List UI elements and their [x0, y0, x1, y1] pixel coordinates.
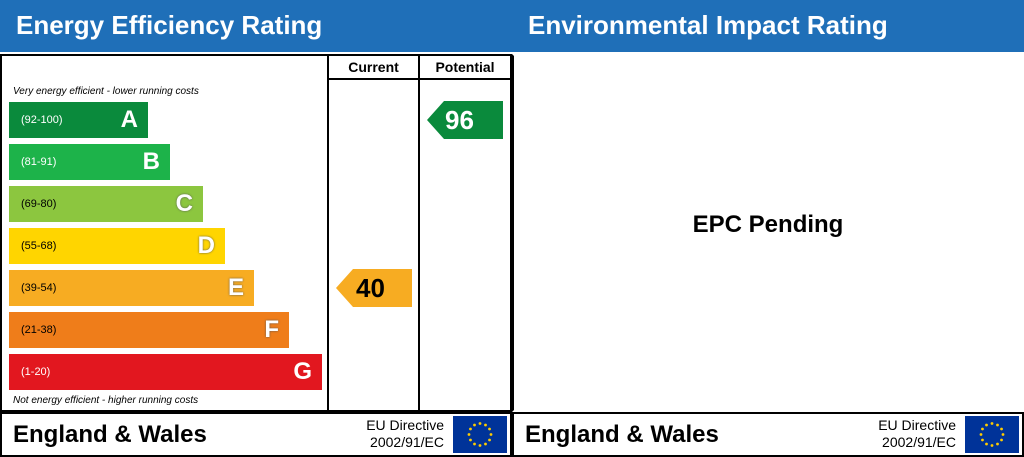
band-letter-label: A [120, 106, 138, 133]
environmental-rating-area [512, 54, 1024, 412]
current-column-divider [327, 54, 329, 412]
environmental-region-label: England & Wales [525, 421, 719, 448]
rating-band-a: (92-100) A [9, 102, 148, 138]
band-range-label: (69-80) [21, 198, 57, 210]
energy-efficiency-panel: Energy Efficiency Rating Current Potenti… [0, 0, 512, 457]
environmental-footer [512, 412, 1024, 457]
band-letter-label: C [175, 190, 193, 217]
band-letter-label: G [293, 358, 312, 385]
current-rating-value: 40 [356, 273, 385, 303]
eu-flag-icon [965, 416, 1019, 453]
directive-line-1: EU Directive [366, 417, 444, 433]
band-letter-label: F [264, 316, 279, 343]
rating-band-d: (55-68) D [9, 228, 225, 264]
energy-eu-directive: EU Directive 2002/91/EC [344, 417, 444, 451]
band-letter-label: E [227, 274, 244, 301]
rating-band-b: (81-91) B [9, 144, 170, 180]
rating-band-c: (69-80) C [9, 186, 203, 222]
rating-band-f: (21-38) F [9, 312, 289, 348]
potential-column-header: Potential [435, 59, 495, 75]
directive-line-2: 2002/91/EC [370, 434, 444, 450]
energy-footer [0, 412, 512, 457]
potential-rating-value: 96 [445, 105, 474, 135]
energy-efficiency-title: Energy Efficiency Rating [0, 0, 512, 52]
band-letter-label: B [142, 148, 160, 175]
rating-band-e: (39-54) E [9, 270, 254, 306]
band-range-label: (55-68) [21, 240, 57, 252]
potential-rating-arrow: 96 [427, 101, 503, 139]
column-header-divider [327, 78, 512, 80]
band-range-label: (21-38) [21, 324, 57, 336]
current-rating-arrow: 40 [336, 269, 412, 307]
inefficient-caption: Not energy efficient - higher running co… [13, 395, 199, 406]
band-range-label: (1-20) [21, 366, 51, 378]
energy-region-label: England & Wales [13, 421, 207, 448]
environmental-impact-title: Environmental Impact Rating [512, 0, 1024, 52]
band-range-label: (39-54) [21, 282, 57, 294]
eu-flag-icon [453, 416, 507, 453]
band-range-label: (81-91) [21, 156, 57, 168]
band-letter-label: D [197, 232, 215, 259]
efficient-caption: Very energy efficient - lower running co… [13, 86, 199, 97]
directive-line-2: 2002/91/EC [882, 434, 956, 450]
directive-line-1: EU Directive [878, 417, 956, 433]
current-column-header: Current [348, 59, 399, 75]
epc-pending-text: EPC Pending [692, 211, 844, 238]
environmental-eu-directive: EU Directive 2002/91/EC [856, 417, 956, 451]
potential-column-divider [418, 54, 420, 412]
environmental-impact-panel: Environmental Impact Rating EPC Pending … [512, 0, 1024, 457]
band-range-label: (92-100) [21, 114, 63, 126]
rating-band-g: (1-20) G [9, 354, 322, 390]
